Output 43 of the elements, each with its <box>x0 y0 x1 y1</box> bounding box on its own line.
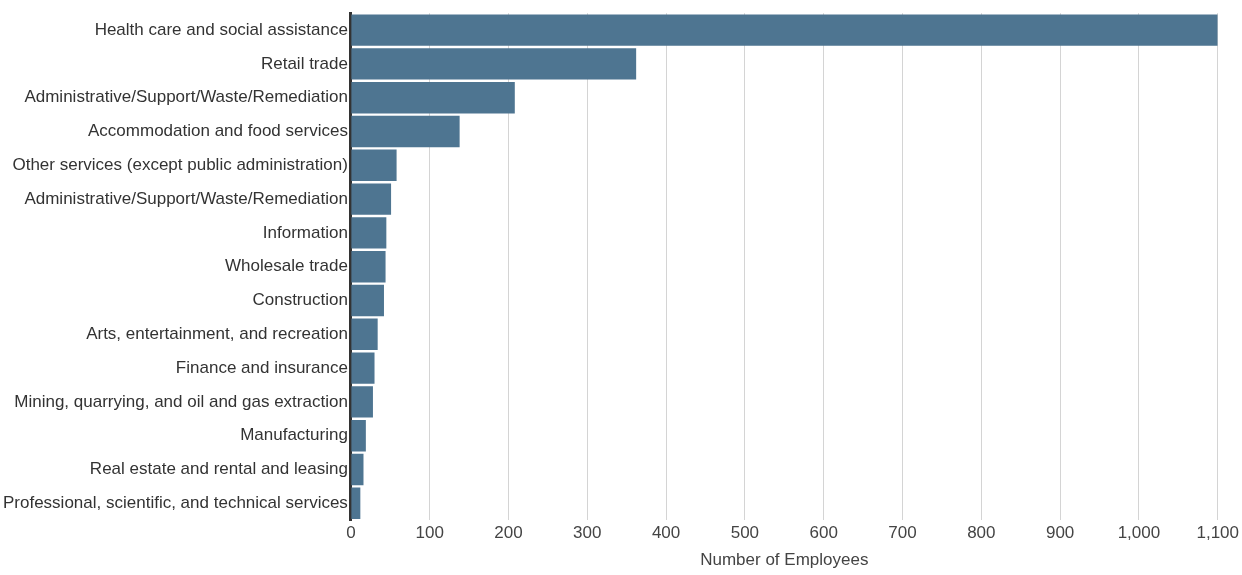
x-tick-label: 800 <box>967 523 996 543</box>
y-tick-label: Other services (except public administration) <box>12 154 348 174</box>
bar <box>351 487 361 520</box>
x-tick-label: 500 <box>730 523 760 543</box>
y-tick-label: Construction <box>252 290 348 310</box>
x-tick-label: 700 <box>888 523 917 543</box>
x-tick-label: 400 <box>651 523 681 543</box>
x-tick-label: 200 <box>494 523 523 543</box>
x-tick-label: 100 <box>415 523 444 543</box>
y-tick-label: Administrative/Support/Waste/Remediation <box>24 87 348 107</box>
y-tick-label: Health care and social assistance <box>94 19 348 39</box>
x-tick-label: 600 <box>809 523 838 543</box>
bar <box>351 250 386 283</box>
bar <box>351 386 373 418</box>
bar <box>351 284 384 317</box>
bar <box>351 352 375 384</box>
bar <box>351 149 397 182</box>
x-tick-label: 0 <box>346 523 356 543</box>
bar <box>351 81 515 114</box>
y-tick-label: Mining, quarrying, and oil and gas extraction <box>14 391 348 411</box>
bar <box>351 318 378 351</box>
y-tick-label: Finance and insurance <box>175 357 348 377</box>
x-tick-label: 300 <box>573 523 602 543</box>
bar <box>351 115 460 148</box>
bar <box>351 453 364 486</box>
x-tick-label: 1,100 <box>1196 523 1239 543</box>
y-tick-label: Professional, scientific, and technical services <box>2 492 348 512</box>
x-tick-label: 900 <box>1045 523 1075 543</box>
y-tick-label: Accommodation and food services <box>88 121 348 141</box>
bar <box>351 183 392 215</box>
y-tick-label: Wholesale trade <box>225 256 348 276</box>
x-tick-label: 1,000 <box>1117 523 1161 543</box>
y-tick-label: Manufacturing <box>240 425 348 445</box>
x-axis-title: Number of Employees <box>700 550 869 570</box>
y-tick-label: Information <box>262 222 348 242</box>
y-tick-label: Real estate and rental and leasing <box>89 459 348 479</box>
y-tick-label: Arts, entertainment, and recreation <box>86 323 348 343</box>
y-tick-label: Retail trade <box>260 53 348 73</box>
bar <box>351 14 1218 46</box>
y-tick-label: Administrative/Support/Waste/Remediation <box>24 188 348 208</box>
bar <box>351 419 366 452</box>
bar <box>351 48 637 80</box>
bar <box>351 217 387 249</box>
